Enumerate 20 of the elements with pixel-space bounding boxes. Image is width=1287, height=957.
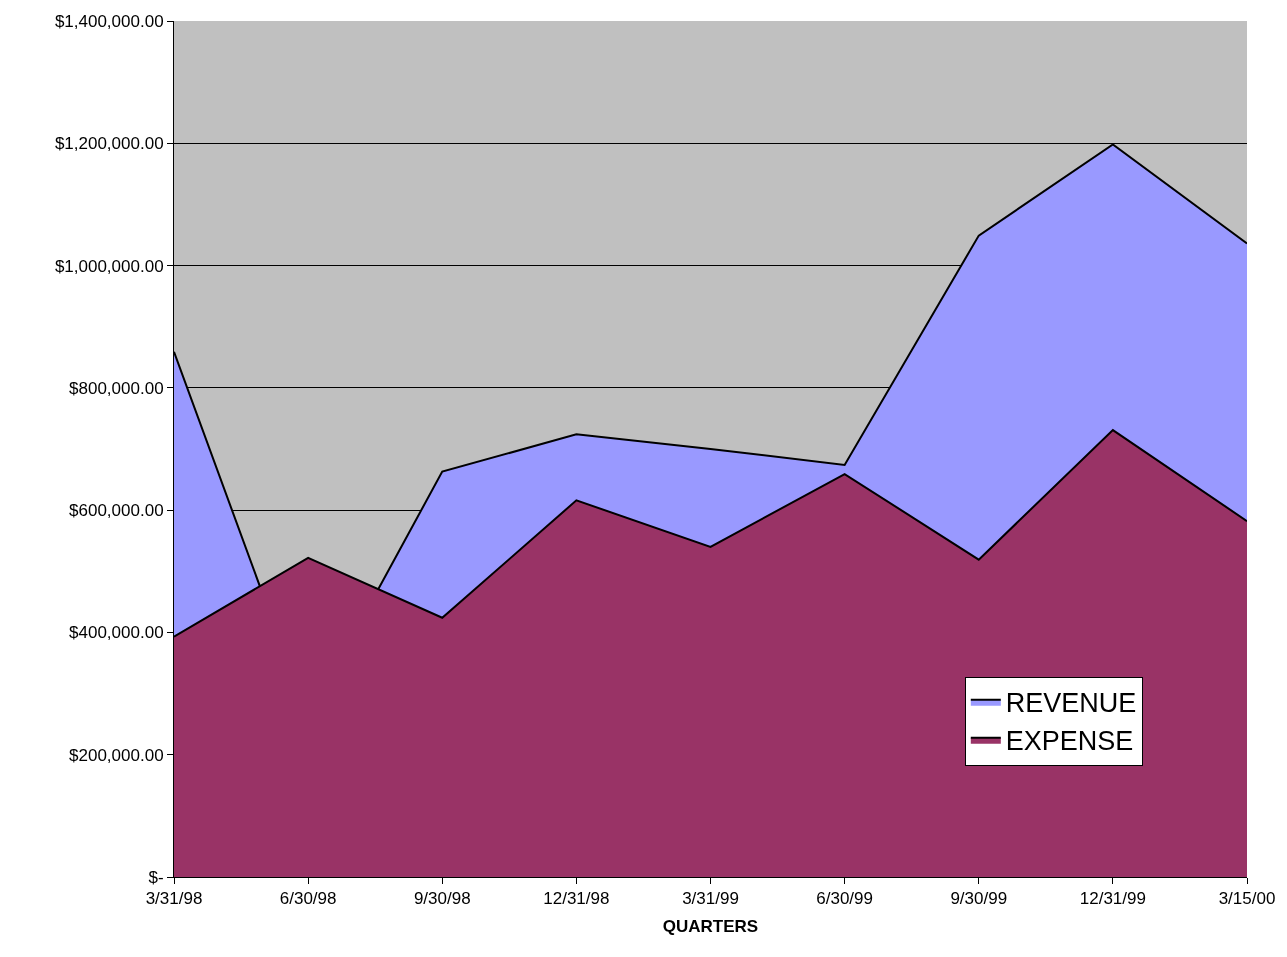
- legend-label: REVENUE: [1005, 688, 1137, 719]
- x-tick-label: 3/15/00: [1218, 889, 1276, 909]
- x-tick-label: 3/31/99: [682, 889, 739, 909]
- y-tick-label: $1,400,000.00: [54, 11, 164, 31]
- x-tick-label: 12/31/99: [1079, 889, 1146, 909]
- x-tick-label: 9/30/98: [413, 889, 471, 909]
- x-tick-label: 12/31/98: [543, 889, 610, 909]
- y-tick-label: $1,200,000.00: [54, 134, 164, 154]
- x-tick-label: 3/31/98: [145, 889, 203, 909]
- x-tick-label: 6/30/99: [816, 889, 873, 909]
- x-tick-label: 6/30/98: [279, 889, 337, 909]
- legend-label: EXPENSE: [1005, 726, 1134, 757]
- y-tick-label: $1,000,000.00: [54, 256, 164, 276]
- y-tick-label: $800,000.00: [69, 378, 164, 398]
- x-tick-label: 9/30/99: [950, 889, 1008, 909]
- y-tick-label: $200,000.00: [69, 745, 164, 765]
- x-axis-title: QUARTERS: [662, 916, 759, 936]
- y-tick-label: $400,000.00: [69, 623, 164, 643]
- y-tick-label: $-: [148, 867, 164, 887]
- y-tick-label: $600,000.00: [69, 501, 164, 521]
